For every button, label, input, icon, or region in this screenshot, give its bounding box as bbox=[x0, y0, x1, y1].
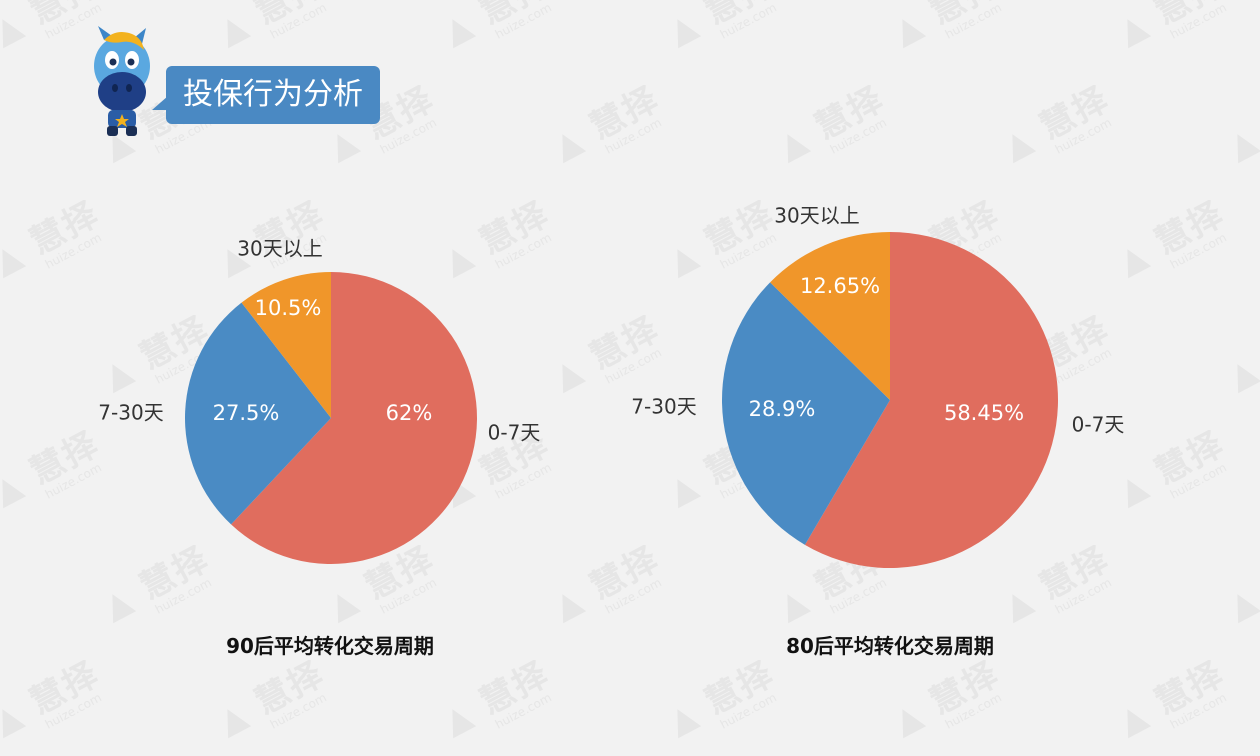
category-label-30plus: 30天以上 bbox=[237, 237, 322, 261]
category-label-0-7: 0-7天 bbox=[488, 421, 541, 445]
pie-slice-7-30 bbox=[185, 302, 331, 525]
chart-80s: 58.45% 28.9% 12.65% 0-7天 7-30天 30天以上 80后平均转化交… bbox=[631, 204, 1125, 659]
data-label-7-30: 28.9% bbox=[749, 397, 816, 421]
pie-chart-90s: 62% 27.5% 10.5% 0-7天 7-30天 30天以上 bbox=[98, 237, 541, 565]
horse-mascot-icon bbox=[94, 26, 150, 136]
data-label-0-7: 62% bbox=[386, 401, 433, 425]
data-label-0-7: 58.45% bbox=[944, 401, 1024, 425]
pie-chart-80s: 58.45% 28.9% 12.65% 0-7天 7-30天 30天以上 bbox=[631, 204, 1125, 568]
data-label-30plus: 10.5% bbox=[255, 296, 322, 320]
section-title: 投保行为分析 bbox=[152, 66, 380, 124]
pie-slice-30plus bbox=[241, 272, 331, 418]
pie-slice-0-7 bbox=[804, 232, 1058, 568]
data-label-7-30: 27.5% bbox=[213, 401, 280, 425]
pie-slice-7-30 bbox=[721, 282, 890, 545]
category-label-0-7: 0-7天 bbox=[1072, 413, 1125, 437]
chart-title-90s: 90后平均转化交易周期 bbox=[226, 634, 434, 658]
pie-slice-0-7 bbox=[231, 272, 477, 565]
chart-90s: 62% 27.5% 10.5% 0-7天 7-30天 30天以上 90后平均转化交易周期 bbox=[0, 0, 630, 700]
pie-slice-30plus bbox=[770, 232, 890, 400]
chart-title-80s: 80后平均转化交易周期 bbox=[786, 634, 994, 658]
category-label-7-30: 7-30天 bbox=[98, 401, 163, 425]
section-header: 投保行为分析 bbox=[82, 26, 402, 140]
category-label-7-30: 7-30天 bbox=[631, 395, 696, 419]
category-label-30plus: 30天以上 bbox=[774, 204, 859, 228]
data-label-30plus: 12.65% bbox=[800, 274, 880, 298]
